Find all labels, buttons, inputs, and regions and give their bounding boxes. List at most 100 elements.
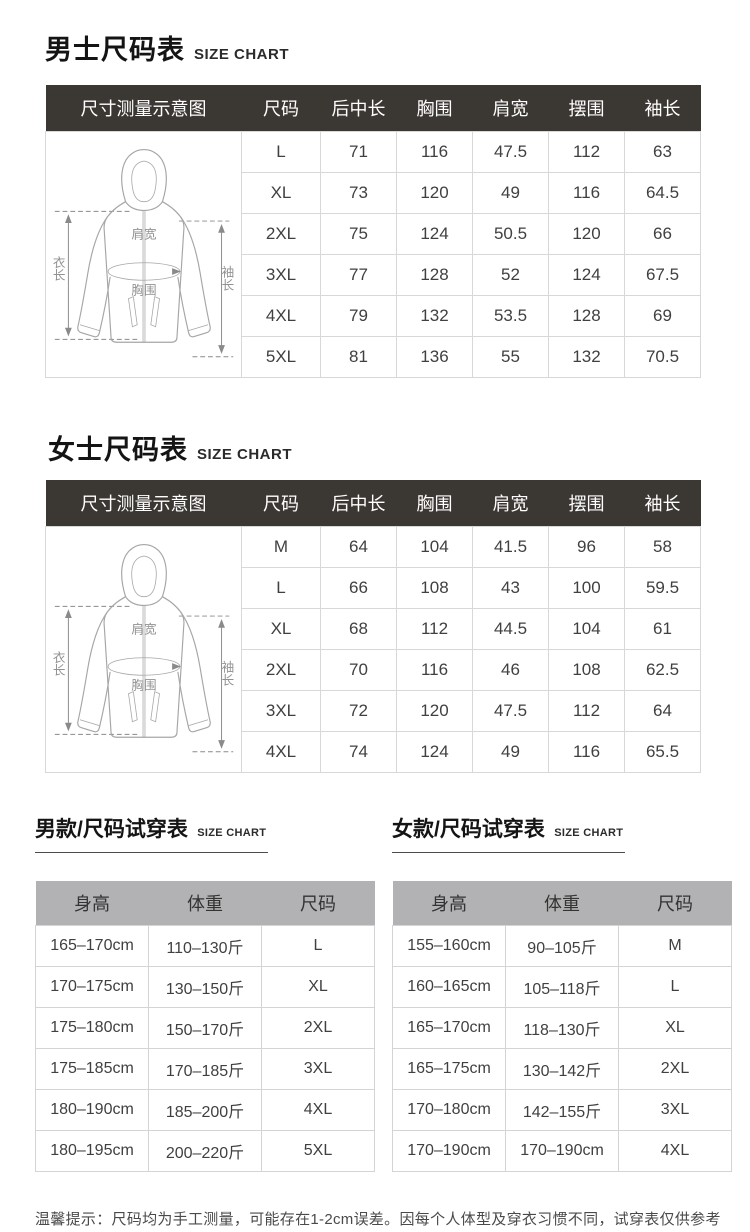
column-header-back-length: 后中长 <box>320 85 397 132</box>
column-header-chest: 胸围 <box>396 85 473 132</box>
cell: 112 <box>396 608 473 650</box>
table-row: 175–185cm 170–185斤 3XL <box>35 1048 375 1090</box>
cell: 155–160cm <box>392 925 506 967</box>
column-header-height: 身高 <box>35 881 149 926</box>
cell: 55 <box>472 336 549 378</box>
cell: M <box>241 526 321 568</box>
table-row: 160–165cm 105–118斤 L <box>392 966 732 1008</box>
cell: 49 <box>472 172 549 214</box>
women-fitting-title: 女款/尺码试穿表 SIZE CHART <box>392 813 626 853</box>
cell: 50.5 <box>472 213 549 255</box>
table-row: 175–180cm 150–170斤 2XL <box>35 1007 375 1049</box>
cell: L <box>261 925 375 967</box>
section-title: 女士尺码表 <box>48 435 188 465</box>
cell: 116 <box>548 731 625 773</box>
cell: 3XL <box>241 690 321 732</box>
men-size-chart-title: 男士尺码表 SIZE CHART <box>45 28 750 67</box>
cell: 110–130斤 <box>148 925 262 967</box>
header-row: 尺寸测量示意图 尺码 后中长 胸围 肩宽 摆围 袖长 <box>45 85 701 132</box>
page-title-en: SIZE CHART <box>194 46 289 63</box>
women-fitting-table: 身高 体重 尺码 155–160cm 90–105斤 M 160–165cm 1… <box>392 881 732 1172</box>
cell: 71 <box>320 131 397 173</box>
cell: 170–185斤 <box>148 1048 262 1090</box>
cell: 170–190cm <box>505 1130 619 1172</box>
cell: 63 <box>624 131 701 173</box>
cell: 4XL <box>261 1089 375 1131</box>
header-row: 身高 体重 尺码 <box>35 881 375 926</box>
cell: 70 <box>320 649 397 691</box>
cell: 66 <box>624 213 701 255</box>
fitting-section: 男款/尺码试穿表 SIZE CHART 身高 体重 尺码 165–170cm 1… <box>35 813 750 1172</box>
header-row: 身高 体重 尺码 <box>392 881 732 926</box>
table-row: 180–190cm 185–200斤 4XL <box>35 1089 375 1131</box>
cell: 5XL <box>241 336 321 378</box>
men-size-table: 尺寸测量示意图 尺码 后中长 胸围 肩宽 摆围 袖长 L 71 116 47.5… <box>45 85 701 378</box>
page-title: 男士尺码表 <box>45 35 185 65</box>
table-row: 170–175cm 130–150斤 XL <box>35 966 375 1008</box>
section-title-en: SIZE CHART <box>197 446 292 463</box>
column-header-shoulder: 肩宽 <box>472 480 549 527</box>
cell: 120 <box>396 172 473 214</box>
cell: 43 <box>472 567 549 609</box>
cell: 75 <box>320 213 397 255</box>
cell: 120 <box>396 690 473 732</box>
cell: 59.5 <box>624 567 701 609</box>
column-header-weight: 体重 <box>148 881 262 926</box>
column-header-sleeve: 袖长 <box>624 480 701 527</box>
cell: 130–142斤 <box>505 1048 619 1090</box>
cell: 165–170cm <box>35 925 149 967</box>
men-fitting-table: 身高 体重 尺码 165–170cm 110–130斤 L 170–175cm … <box>35 881 375 1172</box>
cell: 180–195cm <box>35 1130 149 1172</box>
cell: 4XL <box>241 295 321 337</box>
cell: 116 <box>396 649 473 691</box>
cell: 2XL <box>261 1007 375 1049</box>
cell: 112 <box>548 131 625 173</box>
cell: 108 <box>548 649 625 691</box>
table-row: 3XL 77 128 52 124 67.5 <box>46 254 701 296</box>
cell: L <box>618 966 732 1008</box>
table-row: XL 73 120 49 116 64.5 <box>46 172 701 214</box>
cell: 66 <box>320 567 397 609</box>
cell: 64 <box>624 690 701 732</box>
cell: 132 <box>548 336 625 378</box>
cell: XL <box>241 172 321 214</box>
sub-title-en: SIZE CHART <box>554 827 624 839</box>
column-header-size: 尺码 <box>618 881 732 926</box>
cell: 4XL <box>618 1130 732 1172</box>
cell: 72 <box>320 690 397 732</box>
cell: 108 <box>396 567 473 609</box>
cell: 46 <box>472 649 549 691</box>
jacket-diagram <box>45 526 242 773</box>
cell: 175–180cm <box>35 1007 149 1049</box>
cell: 58 <box>624 526 701 568</box>
cell: 130–150斤 <box>148 966 262 1008</box>
table-row: 2XL 70 116 46 108 62.5 <box>46 649 701 691</box>
table-row: 165–175cm 130–142斤 2XL <box>392 1048 732 1090</box>
cell: 116 <box>396 131 473 173</box>
column-header-size: 尺码 <box>261 881 375 926</box>
cell: 69 <box>624 295 701 337</box>
cell: 170–190cm <box>392 1130 506 1172</box>
column-header-chest: 胸围 <box>396 480 473 527</box>
cell: 62.5 <box>624 649 701 691</box>
column-header-back-length: 后中长 <box>320 480 397 527</box>
cell: 104 <box>548 608 625 650</box>
column-header-size: 尺码 <box>241 480 321 527</box>
cell: 104 <box>396 526 473 568</box>
cell: 3XL <box>261 1048 375 1090</box>
cell: 2XL <box>241 213 321 255</box>
cell: XL <box>261 966 375 1008</box>
cell: 180–190cm <box>35 1089 149 1131</box>
column-header-hem: 摆围 <box>548 480 625 527</box>
table-row: 4XL 79 132 53.5 128 69 <box>46 295 701 337</box>
cell: 47.5 <box>472 690 549 732</box>
cell: 52 <box>472 254 549 296</box>
sub-title-en: SIZE CHART <box>197 827 267 839</box>
cell: 112 <box>548 690 625 732</box>
cell: 165–175cm <box>392 1048 506 1090</box>
men-fitting-title: 男款/尺码试穿表 SIZE CHART <box>35 813 269 853</box>
cell: 5XL <box>261 1130 375 1172</box>
cell: 116 <box>548 172 625 214</box>
women-size-chart-title: 女士尺码表 SIZE CHART <box>48 428 750 467</box>
